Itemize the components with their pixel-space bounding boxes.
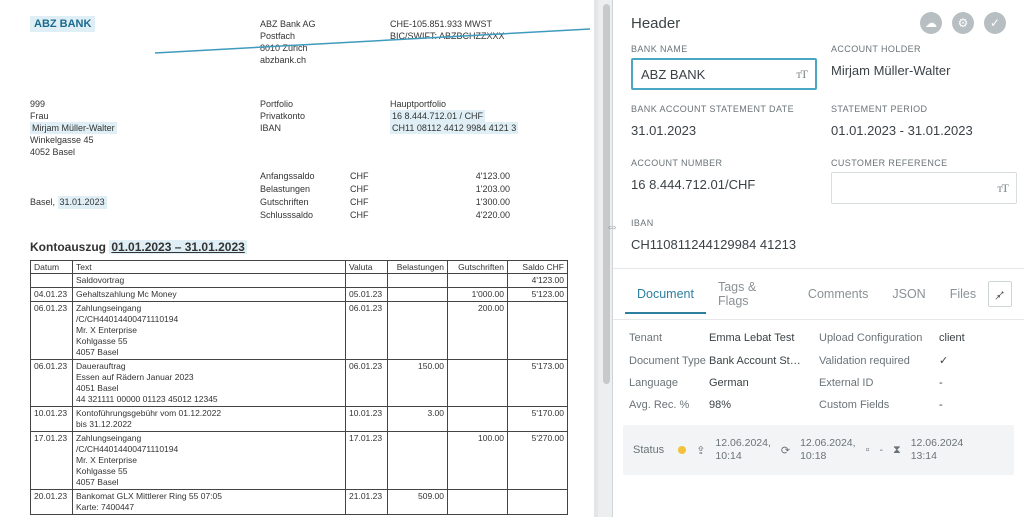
field-account-holder[interactable]: ACCOUNT HOLDER Mirjam Müller-Walter xyxy=(831,44,1017,90)
text-tool-icon[interactable]: тT xyxy=(796,67,807,82)
globe-icon[interactable]: ⚙ xyxy=(952,12,974,34)
field-account-number[interactable]: ACCOUNT NUMBER 16 8.444.712.01/CHF xyxy=(631,158,817,204)
upload-icon: ⇪ xyxy=(696,444,705,457)
check-icon: ✓ xyxy=(939,354,999,367)
tab-comments[interactable]: Comments xyxy=(796,276,880,312)
clock-icon: ⧗ xyxy=(893,444,901,457)
panel-title: Header xyxy=(631,15,680,32)
doc-balances: Basel, 31.01.2023 Anfangssaldo Belastung… xyxy=(30,170,568,222)
tab-json[interactable]: JSON xyxy=(880,276,937,312)
field-statement-date[interactable]: BANK ACCOUNT STATEMENT DATE 31.01.2023 xyxy=(631,104,817,144)
field-iban[interactable]: IBAN CH110811244129984 41213 xyxy=(631,218,1017,258)
panel-resize-handle[interactable]: ⇔ xyxy=(605,218,619,242)
table-row: 06.01.23DauerauftragEssen auf Rädern Jan… xyxy=(31,360,568,407)
doc-bank-name: ABZ BANK xyxy=(30,16,95,32)
table-row: 20.01.23Bankomat GLX Mittlerer Ring 55 0… xyxy=(31,490,568,515)
tab-document[interactable]: Document xyxy=(625,276,706,314)
table-row: 06.01.23Zahlungseingang/C/CH440144004711… xyxy=(31,302,568,360)
field-bank-name[interactable]: BANK NAME ABZ BANK тT xyxy=(631,44,817,90)
table-row: Saldovortrag4'123.00 xyxy=(31,274,568,288)
document-page: ABZ BANK ABZ Bank AG Postfach 8010 Züric… xyxy=(0,0,598,517)
tab-tagsflags[interactable]: Tags & Flags xyxy=(706,269,796,319)
transactions-table: Datum Text Valuta Belastungen Gutschrift… xyxy=(30,260,568,515)
status-bar: Status ⇪ 12.06.2024,10:14 ⟳ 12.06.2024,1… xyxy=(623,425,1014,475)
tab-files[interactable]: Files xyxy=(938,276,988,312)
doc-portfolio-labels: Portfolio Privatkonto IBAN xyxy=(260,98,390,158)
doc-portfolio-values: Hauptportfolio 16 8.444.712.01 / CHF CH1… xyxy=(390,98,590,158)
field-statement-period[interactable]: STATEMENT PERIOD 01.01.2023 - 31.01.2023 xyxy=(831,104,1017,144)
header-fields-grid: BANK NAME ABZ BANK тT ACCOUNT HOLDER Mir… xyxy=(631,44,1006,258)
document-scrollbar[interactable] xyxy=(603,4,610,384)
refresh-icon: ⟳ xyxy=(781,444,790,457)
doc-bank-ids: CHE-105.851.933 MWST BIC/SWIFT: ABZBCHZZ… xyxy=(390,18,590,66)
doc-bank-block: ABZ Bank AG Postfach 8010 Zürich abzbank… xyxy=(260,18,390,66)
confirm-icon[interactable]: ✓ xyxy=(984,12,1006,34)
save-icon: ▫ xyxy=(866,444,870,456)
document-viewer: ABZ BANK ABZ Bank AG Postfach 8010 Züric… xyxy=(0,0,612,517)
table-row: 10.01.23Kontoführungsgebühr vom 01.12.20… xyxy=(31,407,568,432)
extraction-panel: Header ☁ ⚙ ✓ BANK NAME ABZ BANK тT ACCOU… xyxy=(612,0,1024,517)
detail-tabs: Document Tags & Flags Comments JSON File… xyxy=(613,269,1024,320)
document-metadata: TenantEmma Lebat Test Upload Configurati… xyxy=(613,320,1024,411)
text-tool-icon[interactable]: тT xyxy=(997,181,1008,196)
table-row: 17.01.23Zahlungseingang/C/CH440144004711… xyxy=(31,432,568,490)
status-dot-icon xyxy=(678,446,686,454)
cloud-icon[interactable]: ☁ xyxy=(920,12,942,34)
doc-address: 999 Frau Mirjam Müller-Walter Winkelgass… xyxy=(30,98,260,158)
doc-section-title: Kontoauszug 01.01.2023 – 31.01.2023 xyxy=(30,240,568,254)
field-customer-reference[interactable]: CUSTOMER REFERENCE тT xyxy=(831,158,1017,204)
table-row: 04.01.23Gehaltszahlung Mc Money05.01.231… xyxy=(31,288,568,302)
pin-icon[interactable] xyxy=(988,281,1012,307)
